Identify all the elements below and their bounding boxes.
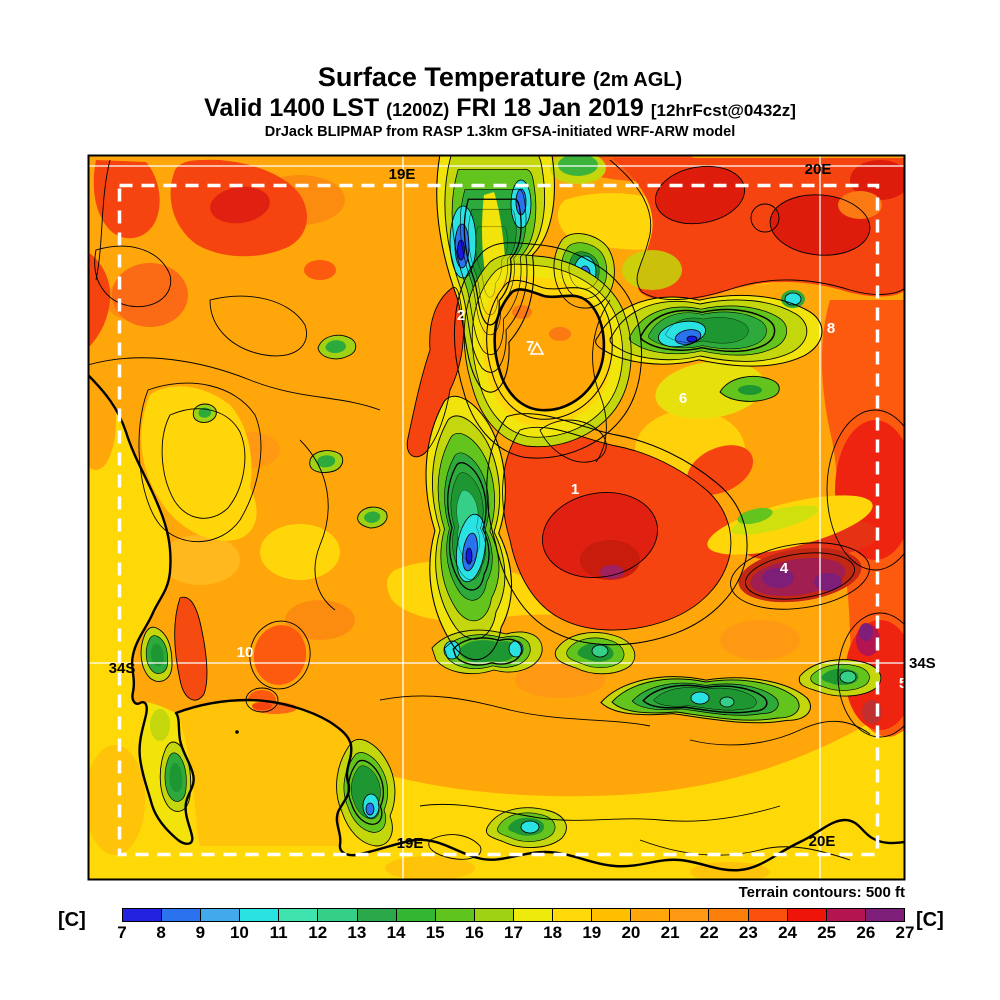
site-label-7: 7 (526, 338, 534, 355)
valid-date: FRI 18 Jan 2019 (456, 94, 644, 122)
colorbar-tick-label: 18 (543, 923, 563, 942)
colorbar-tick-label: 26 (856, 923, 876, 942)
colorbar-tick-label: 12 (308, 923, 328, 942)
site-marker-triangle-icon (529, 341, 545, 355)
colorbar-unit-right: [C] (916, 909, 944, 931)
contour-lines (89, 156, 904, 861)
lat-label-34s-right: 34S (909, 655, 936, 672)
colorbar-segment (357, 909, 397, 921)
valid-fcst: [12hrFcst@0432z] (650, 101, 796, 120)
colorbar-segment (631, 909, 671, 921)
map-field (89, 156, 904, 879)
colorbar-segment (162, 909, 202, 921)
colorbar-tick-label: 13 (347, 923, 367, 942)
lon-label-20e-bottom: 20E (809, 833, 836, 850)
colorbar-segment (240, 909, 280, 921)
false-bay-fill (178, 701, 351, 846)
site-label-5: 5 (899, 675, 907, 692)
site-label-2: 2 (457, 307, 465, 324)
colorbar-ticks: 7 8 9 10 11 12 13 14 15 16 17 18 19 20 21 22 23 24 25 26 27 (117, 923, 914, 945)
seal-island-dot (235, 730, 239, 734)
colorbar-tick-label: 22 (699, 923, 719, 942)
colorbar-tick-label: 17 (504, 923, 523, 942)
colorbar-segment (474, 909, 514, 921)
title-note: (2m AGL) (592, 69, 683, 91)
colorbar-tick-label: 15 (425, 923, 445, 942)
terrain-note: Terrain contours: 500 ft (738, 884, 905, 901)
coastline (89, 373, 904, 872)
field-red-regions (89, 158, 904, 737)
colorbar-tick-label: 16 (464, 923, 484, 942)
temperature-map: 19E 20E 19E 20E 34S 34S 1 2 4 5 6 7 8 10 (87, 154, 936, 881)
colorbar-tick-label: 20 (621, 923, 641, 942)
colorbar-segment (592, 909, 632, 921)
title-main: Surface Temperature (317, 62, 586, 92)
valid-zulu: (1200Z) (386, 100, 450, 120)
valid-line: Valid 1400 LST (1200Z) FRI 18 Jan 2019 [12h… (0, 95, 1000, 124)
colorbar-tick-label: 19 (582, 923, 602, 942)
colorbar-tick-label: 23 (738, 923, 758, 942)
colorbar-tick-label: 27 (895, 923, 915, 942)
colorbar-segment (123, 909, 163, 921)
colorbar-segment (670, 909, 710, 921)
colorbar-segment (513, 909, 554, 921)
colorbar-segment (201, 909, 241, 921)
colorbar-segment (748, 909, 788, 921)
colorbar-segment (279, 909, 319, 921)
lat-label-34s-left: 34S (109, 660, 136, 677)
map-frame (87, 154, 906, 881)
colorbar-tick-label: 10 (229, 923, 249, 942)
colorbar-tick-label: 25 (817, 923, 837, 942)
lon-label-19e-top: 19E (389, 166, 416, 183)
warm-valley-core (464, 254, 632, 447)
lon-label-20e-top: 20E (805, 161, 832, 178)
colorbar-tick-label: 24 (778, 923, 798, 942)
model-line: DrJack BLIPMAP from RASP 1.3km GFSA-init… (264, 124, 736, 140)
colorbar-segment (709, 909, 749, 921)
colorbar-segment (435, 909, 475, 921)
site-label-4: 4 (780, 560, 789, 577)
geo-labels: 19E 20E 19E 20E 34S 34S (109, 161, 936, 852)
colorbar-tick-label: 7 (117, 923, 127, 942)
header: Surface Temperature (2m AGL) Valid 1400 L… (0, 62, 1000, 141)
colorbar-segment (318, 909, 358, 921)
site-label-1: 1 (571, 481, 579, 498)
valid-prefix: Valid 1400 LST (204, 94, 380, 122)
colorbar-segment (396, 909, 436, 921)
colorbar (122, 908, 905, 922)
colorbar-tick-label: 9 (195, 923, 206, 942)
colorbar-tick-label: 21 (660, 923, 680, 942)
colorbar-segment (787, 909, 827, 921)
site-label-8: 8 (827, 320, 835, 337)
colorbar-tick-label: 8 (156, 923, 166, 942)
graticule-lines (89, 156, 904, 879)
lon-label-19e-bottom: 19E (397, 835, 424, 852)
colorbar-tick-label: 14 (386, 923, 406, 942)
site-labels: 1 2 4 5 6 7 8 10 (237, 307, 908, 692)
site-label-10: 10 (237, 644, 254, 661)
page-title: Surface Temperature (2m AGL) (0, 62, 1000, 95)
sea-and-coastal-fills (89, 370, 904, 879)
colorbar-tick-label: 11 (269, 923, 288, 942)
site-label-6: 6 (679, 390, 687, 407)
colorbar-unit-left: [C] (58, 909, 86, 931)
region-boundary-dashed (117, 183, 880, 857)
colorbar-segment (553, 909, 593, 921)
colorbar-segment (865, 909, 904, 921)
colorbar-segment (826, 909, 866, 921)
cold-cores (362, 179, 857, 834)
